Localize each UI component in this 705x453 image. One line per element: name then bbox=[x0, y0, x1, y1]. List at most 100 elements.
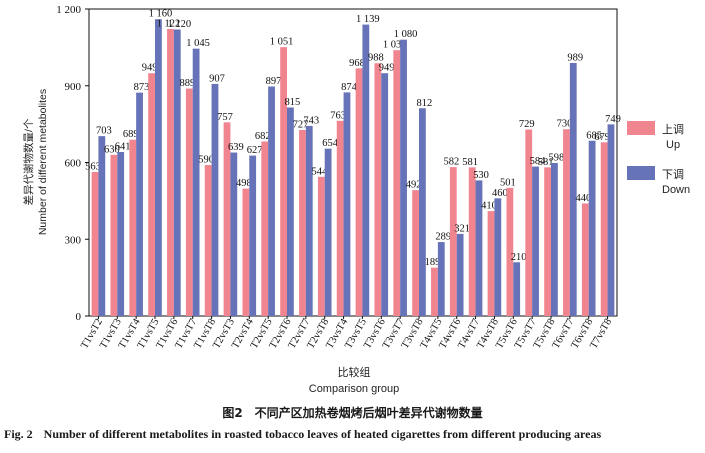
bar-up bbox=[336, 120, 344, 316]
data-label-down: 749 bbox=[605, 114, 621, 125]
data-label-down: 1 080 bbox=[394, 29, 418, 40]
data-label-up: 544 bbox=[311, 166, 328, 177]
data-label-down: 210 bbox=[511, 252, 527, 263]
bar-down bbox=[211, 83, 219, 316]
data-label-up: 889 bbox=[179, 78, 195, 89]
data-label-down: 321 bbox=[454, 223, 470, 234]
data-label-up: 492 bbox=[406, 180, 422, 191]
data-label-up: 590 bbox=[198, 155, 214, 166]
data-label-up: 727 bbox=[293, 120, 309, 131]
data-label-down: 641 bbox=[115, 142, 131, 153]
bar-down bbox=[249, 155, 257, 316]
legend-swatch-down bbox=[627, 166, 655, 180]
legend-label-up-en: Up bbox=[666, 139, 680, 151]
bar-down bbox=[268, 86, 275, 316]
data-label-down: 703 bbox=[96, 126, 112, 137]
data-label-down: 812 bbox=[417, 98, 433, 109]
data-label-down: 873 bbox=[134, 82, 150, 93]
bar-down bbox=[569, 62, 577, 316]
bar-down bbox=[305, 125, 313, 316]
bar-up bbox=[525, 129, 533, 316]
data-label-down: 1 160 bbox=[149, 9, 173, 20]
bar-down bbox=[343, 92, 351, 316]
bar-down bbox=[230, 152, 238, 316]
y-tick-label: 0 bbox=[76, 311, 82, 323]
bar-down bbox=[381, 73, 389, 316]
bar-down bbox=[551, 163, 558, 316]
figure-caption-text: Number of different metabolites in roast… bbox=[43, 427, 602, 441]
figure-caption-en: Fig. 2 Number of different metabolites i… bbox=[4, 427, 704, 442]
bar-down bbox=[117, 152, 125, 316]
bar-up bbox=[563, 129, 570, 316]
x-axis-title-cn: 比较组 bbox=[338, 365, 371, 379]
data-label-down: 639 bbox=[228, 142, 244, 153]
bar-down bbox=[475, 180, 483, 316]
bar-up bbox=[449, 167, 457, 316]
bar-up bbox=[223, 122, 231, 316]
data-label-up: 410 bbox=[481, 201, 497, 212]
legend-swatch-up bbox=[627, 121, 655, 135]
data-label-down: 989 bbox=[567, 52, 583, 63]
data-label-down: 584 bbox=[530, 156, 547, 167]
bar-up bbox=[185, 88, 193, 316]
bar-down bbox=[494, 198, 502, 316]
bar-up bbox=[242, 188, 250, 316]
bar-up bbox=[317, 176, 325, 316]
bar-down bbox=[324, 148, 332, 316]
bar-up bbox=[393, 50, 401, 316]
data-label-up: 581 bbox=[538, 157, 554, 168]
data-label-up: 679 bbox=[594, 132, 610, 143]
bar-down bbox=[287, 107, 294, 316]
data-label-up: 757 bbox=[217, 112, 233, 123]
data-label-down: 874 bbox=[341, 82, 358, 93]
bar-up bbox=[431, 267, 438, 316]
data-label-up: 582 bbox=[443, 157, 459, 168]
bar-up bbox=[355, 68, 363, 316]
data-label-down: 598 bbox=[549, 153, 565, 164]
y-tick-label: 1 200 bbox=[56, 4, 81, 16]
data-label-down: 654 bbox=[322, 138, 339, 149]
data-label-up: 630 bbox=[104, 144, 120, 155]
bar-up bbox=[91, 171, 99, 316]
data-label-down: 1 139 bbox=[356, 14, 380, 25]
bar-up bbox=[110, 154, 118, 316]
bar-up bbox=[600, 142, 608, 316]
y-axis-title-cn: 差异代谢物数量/个 bbox=[22, 118, 35, 205]
bar-up bbox=[506, 187, 514, 316]
figure-number: Fig. 2 bbox=[4, 427, 33, 441]
bar-up bbox=[129, 139, 137, 316]
bar-down bbox=[98, 136, 106, 316]
bar-up bbox=[544, 167, 551, 316]
data-label-up: 498 bbox=[236, 178, 252, 189]
data-label-down: 289 bbox=[435, 232, 451, 243]
data-label-up: 440 bbox=[575, 193, 591, 204]
legend-label-up-cn: 上调 bbox=[662, 123, 684, 136]
data-label-up: 729 bbox=[519, 119, 535, 130]
bar-down bbox=[136, 92, 143, 316]
data-label-down: 685 bbox=[586, 130, 602, 141]
legend-label-down-en: Down bbox=[662, 184, 690, 196]
bar-up bbox=[280, 47, 287, 316]
data-label-up: 1 039 bbox=[383, 40, 407, 51]
data-label-up: 563 bbox=[85, 161, 101, 172]
bar-up bbox=[261, 141, 269, 316]
data-label-up: 689 bbox=[123, 129, 139, 140]
data-label-down: 907 bbox=[209, 73, 225, 84]
bar-down bbox=[173, 29, 181, 316]
data-label-up: 501 bbox=[500, 177, 516, 188]
data-label-down: 743 bbox=[303, 115, 319, 126]
bar-down bbox=[362, 24, 370, 316]
data-label-down: 897 bbox=[266, 76, 282, 87]
bar-down bbox=[155, 19, 162, 316]
bar-up bbox=[374, 63, 382, 317]
data-label-down: 1 120 bbox=[167, 19, 191, 30]
figure-caption-cn: 图2 不同产区加热卷烟烤后烟叶差异代谢物数量 bbox=[222, 406, 483, 420]
bar-up bbox=[412, 190, 419, 316]
data-label-up: 581 bbox=[462, 157, 478, 168]
y-tick-label: 300 bbox=[65, 234, 82, 246]
data-label-down: 460 bbox=[492, 188, 508, 199]
bar-down bbox=[513, 262, 521, 316]
data-label-down: 815 bbox=[285, 97, 301, 108]
bar-down bbox=[532, 166, 539, 316]
